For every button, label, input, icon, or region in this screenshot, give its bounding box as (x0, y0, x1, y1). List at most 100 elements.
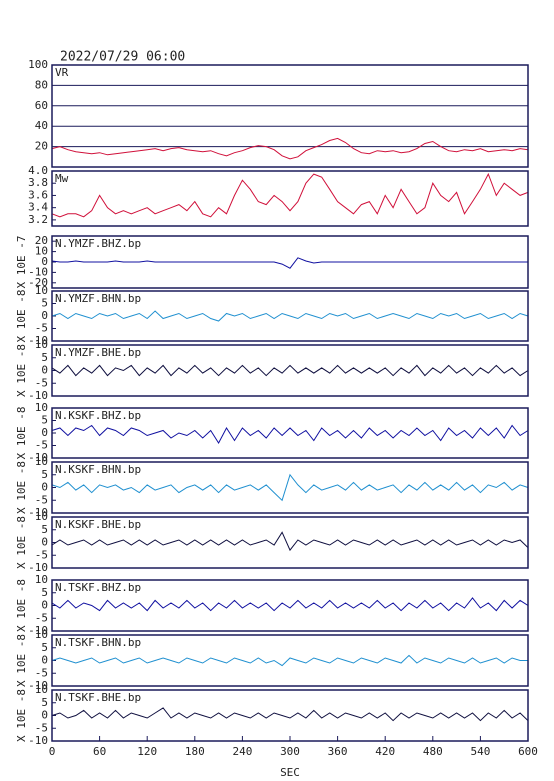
x-tick-label: 60 (93, 745, 106, 758)
y-axis-label: X 10E -8 (15, 689, 28, 742)
y-tick-label: -10 (28, 734, 48, 747)
y-tick-label: 0 (41, 364, 48, 377)
y-tick-label: -5 (35, 493, 48, 506)
x-tick-label: 360 (328, 745, 348, 758)
y-tick-label: -5 (35, 611, 48, 624)
y-tick-label: -10 (28, 389, 48, 402)
y-tick-label: 5 (41, 468, 48, 481)
panel-label: N.YMZF.BHE.bp (55, 346, 141, 359)
y-tick-label: 0 (41, 309, 48, 322)
x-axis-label: SEC (280, 766, 300, 779)
panel-frame (51, 516, 529, 569)
y-tick-label: 10 (35, 455, 48, 468)
y-tick-label: 4.0 (28, 164, 48, 177)
y-tick-label: -10 (28, 334, 48, 347)
y-tick-label: 10 (35, 245, 48, 258)
trace (51, 424, 529, 444)
trace (51, 707, 529, 722)
y-tick-label: 3.8 (28, 176, 48, 189)
y-axis-label: X 10E -8 (15, 407, 28, 460)
panel-frame (51, 344, 529, 397)
trace (51, 531, 529, 552)
y-tick-label: 5 (41, 297, 48, 310)
trace (51, 172, 529, 218)
y-tick-label: -5 (35, 376, 48, 389)
panel-label: VR (55, 66, 69, 79)
trace (51, 257, 528, 269)
trace (51, 654, 528, 667)
trace (51, 597, 529, 612)
panel-frame (51, 170, 529, 227)
y-tick-label: -5 (35, 322, 48, 335)
x-tick-label: 300 (280, 745, 300, 758)
y-axis-label: X 10E -8 (15, 634, 28, 687)
x-tick-label: 600 (518, 745, 538, 758)
x-tick-label: 540 (470, 745, 490, 758)
y-tick-label: -10 (28, 265, 48, 278)
y-tick-label: 0 (41, 255, 48, 268)
y-tick-label: -5 (35, 439, 48, 452)
y-tick-label: 3.4 (28, 201, 48, 214)
y-axis-label: X 10E -8 (15, 461, 28, 514)
panel-frame (51, 634, 529, 687)
y-tick-label: 10 (35, 683, 48, 696)
y-tick-label: 80 (35, 78, 48, 91)
y-tick-label: 0 (41, 536, 48, 549)
y-tick-label: 10 (35, 510, 48, 523)
y-tick-label: -5 (35, 721, 48, 734)
y-tick-label: -10 (28, 624, 48, 637)
y-tick-label: 3.6 (28, 188, 48, 201)
y-tick-label: -5 (35, 548, 48, 561)
y-axis-label: X 10E -7 (15, 236, 28, 289)
panel-label: N.TSKF.BHE.bp (55, 691, 141, 704)
panel-frame (51, 290, 529, 342)
y-tick-label: 3.2 (28, 213, 48, 226)
trace (51, 473, 529, 502)
trace (51, 364, 529, 377)
panel-label: N.KSKF.BHE.bp (55, 518, 141, 531)
y-tick-label: 10 (35, 284, 48, 297)
panel-frame (51, 579, 529, 632)
y-tick-label: 0 (41, 481, 48, 494)
chart-title: 2022/07/29 06:00 (60, 50, 185, 65)
panel-label: N.TSKF.BHZ.bp (55, 581, 141, 594)
panel-label: N.KSKF.BHZ.bp (55, 409, 141, 422)
x-tick-label: 240 (232, 745, 252, 758)
trace (51, 137, 529, 160)
y-tick-label: 10 (35, 573, 48, 586)
panel-frame (51, 64, 529, 168)
y-tick-label: -10 (28, 561, 48, 574)
panel-frame (51, 461, 529, 514)
y-tick-label: 100 (28, 58, 48, 71)
x-tick-label: 420 (375, 745, 395, 758)
y-tick-label: 5 (41, 414, 48, 427)
panel-label: N.KSKF.BHN.bp (55, 463, 141, 476)
y-tick-label: 0 (41, 654, 48, 667)
y-tick-label: 10 (35, 401, 48, 414)
panel-label: N.YMZF.BHN.bp (55, 292, 141, 305)
y-tick-label: 0 (41, 709, 48, 722)
y-tick-label: 40 (35, 119, 48, 132)
y-axis-label: X 10E -8 (15, 579, 28, 632)
y-tick-label: -10 (28, 451, 48, 464)
y-axis-label: X 10E -8 (15, 344, 28, 397)
y-tick-label: 20 (35, 234, 48, 247)
y-tick-label: -10 (28, 506, 48, 519)
y-tick-label: 5 (41, 586, 48, 599)
y-tick-label: 5 (41, 351, 48, 364)
x-tick-label: 480 (423, 745, 443, 758)
y-tick-label: -5 (35, 666, 48, 679)
trace (51, 310, 529, 322)
panel-frame (51, 407, 529, 459)
panel-label: N.YMZF.BHZ.bp (55, 237, 141, 250)
y-axis-label: X 10E -8 (15, 290, 28, 343)
y-tick-label: 60 (35, 99, 48, 112)
y-tick-label: 5 (41, 696, 48, 709)
y-tick-label: -20 (28, 276, 48, 289)
y-tick-label: 20 (35, 140, 48, 153)
y-tick-label: 5 (41, 641, 48, 654)
y-tick-label: -10 (28, 679, 48, 692)
panel-label: N.TSKF.BHN.bp (55, 636, 141, 649)
y-tick-label: 5 (41, 523, 48, 536)
